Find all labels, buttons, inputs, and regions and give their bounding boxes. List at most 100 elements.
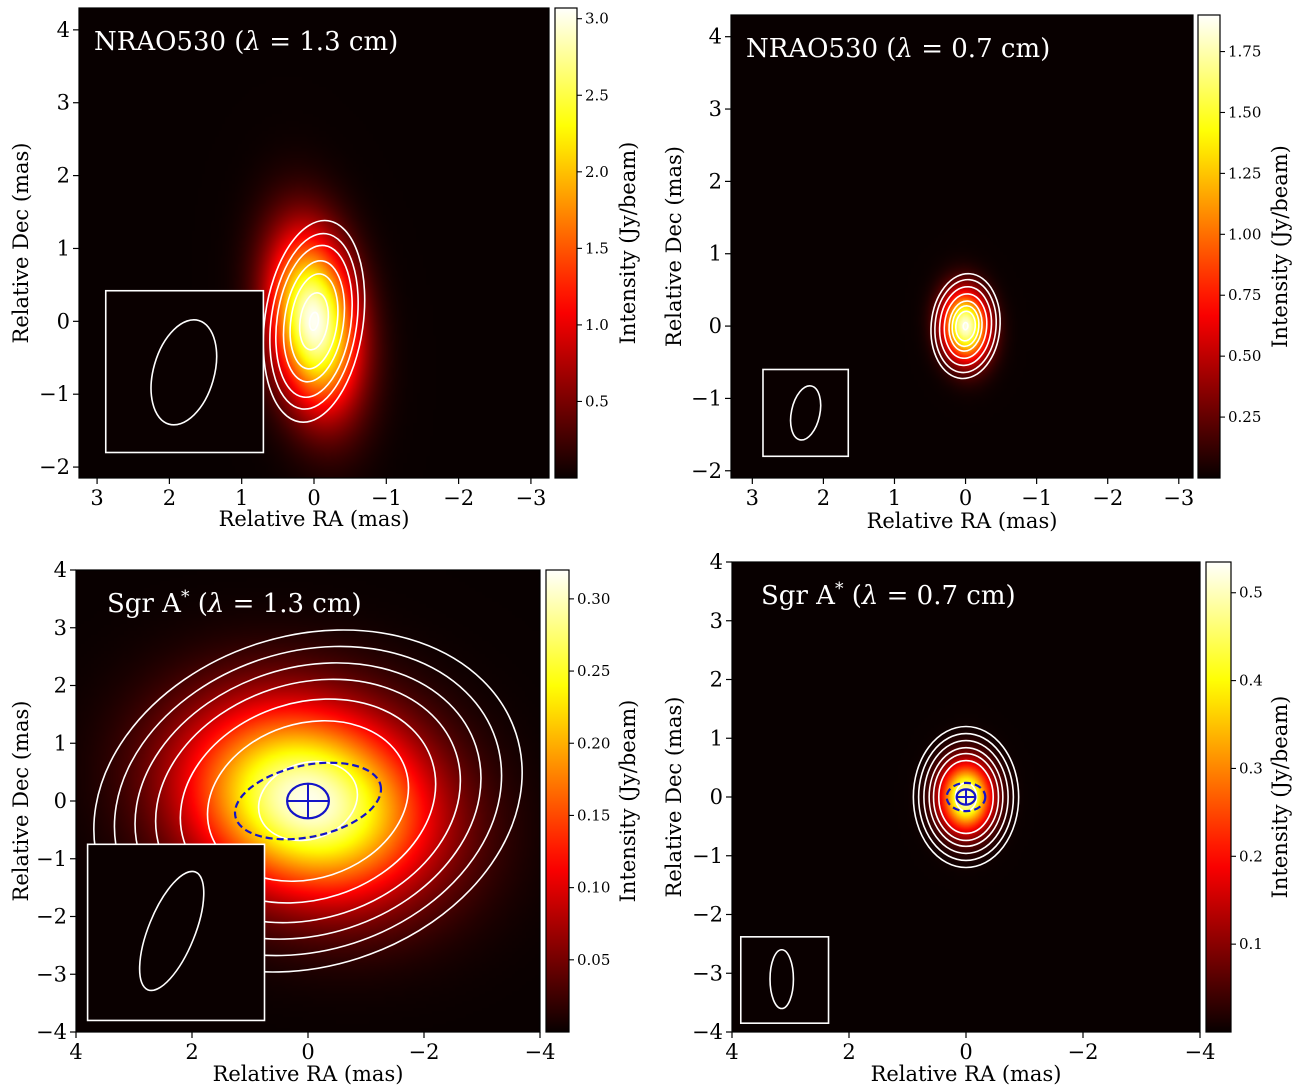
contour-3 bbox=[951, 305, 980, 348]
colorbar-tick-label: 0.5 bbox=[1239, 584, 1263, 602]
y-tick-label: 0 bbox=[710, 785, 723, 809]
beam-ellipse bbox=[138, 870, 205, 992]
colorbar-label: Intensity (Jy/beam) bbox=[1268, 145, 1292, 348]
y-tick-label: −1 bbox=[36, 847, 67, 871]
contour-2 bbox=[955, 310, 977, 342]
beam-ellipse bbox=[769, 948, 795, 1010]
panel-1: NRAO530 (λ = 1.3 cm) 3 2 1 0 −1 −2 −3 −2 −1 0 1 2 3 4 R… bbox=[9, 7, 640, 531]
panel-3: Sgr A* (λ = 1.3 cm) 4 2 0 −2 −4 −4 −3 −2 −1 0 1 2 3 4 R… bbox=[9, 558, 640, 1086]
x-tick-label: −1 bbox=[1021, 486, 1052, 510]
colorbar-tick-label: 0.05 bbox=[577, 951, 610, 969]
contour-3 bbox=[289, 273, 339, 370]
panel-title: NRAO530 (λ = 0.7 cm) bbox=[746, 34, 1050, 64]
y-tick-label: −4 bbox=[692, 1020, 723, 1044]
y-tick-label: 0 bbox=[54, 789, 67, 813]
x-tick-label: 4 bbox=[725, 1040, 738, 1064]
contour-3 bbox=[179, 698, 437, 904]
y-tick-label: 4 bbox=[710, 550, 723, 574]
x-tick-label: 0 bbox=[959, 1040, 972, 1064]
colorbar bbox=[545, 569, 570, 1033]
colorbar-tick-label: 1.75 bbox=[1228, 43, 1261, 61]
x-tick-label: −3 bbox=[515, 486, 546, 510]
y-tick-label: 3 bbox=[710, 609, 723, 633]
x-tick-label: −2 bbox=[443, 486, 474, 510]
y-tick-label: −1 bbox=[691, 386, 722, 410]
y-axis-label: Relative Dec (mas) bbox=[662, 697, 686, 898]
x-tick-label: 4 bbox=[69, 1040, 82, 1064]
x-tick-label: 2 bbox=[842, 1040, 855, 1064]
colorbar-tick-label: 2.0 bbox=[585, 163, 609, 181]
x-tick-label: 0 bbox=[959, 486, 972, 510]
x-tick-label: −2 bbox=[409, 1040, 440, 1064]
colorbar-tick-label: 0.15 bbox=[577, 806, 610, 824]
colorbar-tick-label: 1.5 bbox=[585, 239, 609, 257]
colorbar-tick-label: 0.20 bbox=[577, 734, 610, 752]
contour-7 bbox=[934, 278, 997, 374]
contour-1 bbox=[308, 311, 320, 332]
colorbar-tick-label: 0.5 bbox=[585, 392, 609, 410]
contour-1 bbox=[257, 760, 359, 842]
colorbar-tick-label: 1.0 bbox=[585, 316, 609, 334]
y-axis-label: Relative Dec (mas) bbox=[9, 701, 33, 902]
beam-ellipse bbox=[789, 385, 822, 441]
colorbar-tick-label: 0.4 bbox=[1239, 672, 1263, 690]
beam-box bbox=[104, 289, 265, 454]
y-tick-label: −2 bbox=[692, 903, 723, 927]
contour-4 bbox=[282, 260, 346, 383]
beam-ellipse bbox=[150, 319, 218, 426]
x-tick-label: 1 bbox=[235, 486, 248, 510]
contour-7 bbox=[262, 219, 366, 423]
x-tick-label: −3 bbox=[1163, 486, 1194, 510]
contour-6 bbox=[269, 232, 359, 410]
y-tick-label: 2 bbox=[54, 674, 67, 698]
y-tick-label: 4 bbox=[54, 558, 67, 582]
x-tick-label: −1 bbox=[371, 486, 402, 510]
x-axis-label: Relative RA (mas) bbox=[219, 507, 410, 531]
plot-frame bbox=[730, 14, 1194, 479]
colorbar-label: Intensity (Jy/beam) bbox=[1268, 696, 1292, 899]
colorbar-tick-label: 0.30 bbox=[577, 590, 610, 608]
colorbar-tick-label: 0.3 bbox=[1239, 759, 1263, 777]
panel-title: NRAO530 (λ = 1.3 cm) bbox=[94, 27, 398, 57]
y-tick-label: 0 bbox=[709, 314, 722, 338]
x-tick-label: −2 bbox=[1092, 486, 1123, 510]
contour-7 bbox=[912, 725, 1020, 869]
x-tick-label: 0 bbox=[307, 486, 320, 510]
y-tick-label: −2 bbox=[39, 455, 70, 479]
y-tick-label: 1 bbox=[57, 236, 70, 260]
contour-2 bbox=[206, 719, 410, 883]
x-tick-label: 3 bbox=[90, 486, 103, 510]
x-tick-label: −2 bbox=[1068, 1040, 1099, 1064]
y-tick-label: 1 bbox=[710, 726, 723, 750]
colorbar-tick-label: 0.75 bbox=[1228, 286, 1261, 304]
panel-4: Sgr A* (λ = 0.7 cm) 4 2 0 −2 −4 −4 −3 −2 −1 0 1 2 3 4 R… bbox=[662, 550, 1292, 1086]
colorbar bbox=[554, 7, 578, 479]
x-tick-label: 2 bbox=[163, 486, 176, 510]
colorbar-tick-label: 2.5 bbox=[585, 86, 609, 104]
y-tick-label: −3 bbox=[692, 961, 723, 985]
y-tick-label: 3 bbox=[54, 616, 67, 640]
y-tick-label: −2 bbox=[36, 905, 67, 929]
contour-4 bbox=[928, 746, 1004, 848]
y-axis-label: Relative Dec (mas) bbox=[662, 146, 686, 347]
y-tick-label: −1 bbox=[692, 844, 723, 868]
contour-6 bbox=[938, 285, 993, 367]
colorbar-tick-label: 0.2 bbox=[1239, 847, 1263, 865]
x-tick-label: −4 bbox=[525, 1040, 556, 1064]
x-tick-label: −4 bbox=[1185, 1040, 1216, 1064]
y-tick-label: 0 bbox=[57, 309, 70, 333]
colorbar-tick-label: 0.50 bbox=[1228, 347, 1261, 365]
contour-6 bbox=[917, 732, 1015, 862]
panel-title: Sgr A* (λ = 0.7 cm) bbox=[761, 579, 1016, 611]
contour-2 bbox=[937, 759, 995, 835]
y-tick-label: 2 bbox=[57, 164, 70, 188]
x-axis-label: Relative RA (mas) bbox=[213, 1062, 404, 1086]
colorbar-label: Intensity (Jy/beam) bbox=[616, 142, 640, 345]
y-tick-label: −1 bbox=[39, 382, 70, 406]
y-tick-label: 1 bbox=[54, 731, 67, 755]
x-axis-label: Relative RA (mas) bbox=[867, 509, 1058, 533]
colorbar-tick-label: 0.25 bbox=[1228, 408, 1261, 426]
x-tick-label: 3 bbox=[746, 486, 759, 510]
x-tick-label: 2 bbox=[185, 1040, 198, 1064]
